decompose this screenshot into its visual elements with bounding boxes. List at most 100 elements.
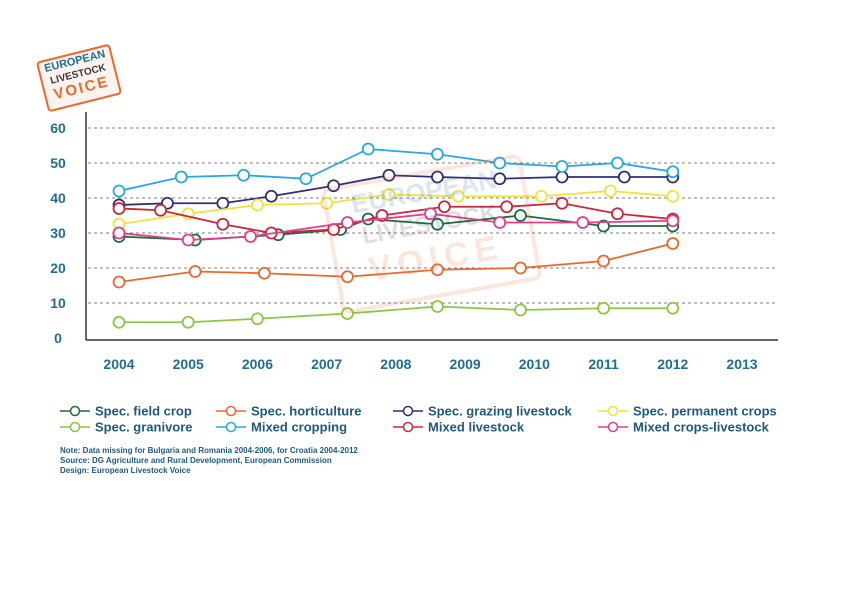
- data-point: [188, 265, 202, 278]
- data-point: [112, 226, 126, 240]
- data-point: [431, 217, 444, 231]
- legend-label: Mixed cropping: [251, 420, 347, 435]
- legend-marker: [69, 421, 81, 433]
- data-point: [382, 188, 396, 201]
- data-point: [112, 275, 126, 289]
- y-tick-label: 20: [50, 260, 66, 276]
- data-point: [112, 202, 126, 215]
- legend-label: Spec. permanent crops: [633, 404, 777, 419]
- legend-label: Spec. grazing livestock: [428, 404, 573, 419]
- legend-marker: [69, 405, 81, 417]
- data-point: [493, 216, 507, 229]
- x-tick-label: 2004: [103, 356, 134, 372]
- data-point: [514, 261, 527, 275]
- legend-marker: [402, 421, 414, 433]
- data-point: [112, 184, 126, 198]
- data-point: [361, 142, 375, 156]
- data-point: [666, 189, 680, 203]
- x-tick-label: 2008: [380, 356, 411, 372]
- data-point: [666, 301, 680, 315]
- data-point: [112, 315, 126, 329]
- data-point: [251, 198, 264, 212]
- data-point: [514, 303, 527, 317]
- series-line: [118, 212, 673, 241]
- data-point: [237, 168, 251, 182]
- legend-marker: [225, 421, 237, 433]
- data-point: [251, 312, 264, 326]
- x-tick-label: 2009: [450, 356, 481, 372]
- series-line: [119, 305, 673, 324]
- x-tick-label: 2011: [588, 356, 619, 372]
- y-tick-label: 50: [50, 155, 66, 171]
- data-point: [264, 189, 278, 203]
- x-tick-label: 2012: [657, 356, 688, 372]
- legend-label: Spec. field crop: [95, 404, 192, 419]
- data-point: [382, 168, 396, 182]
- legend-marker: [402, 405, 414, 417]
- data-point: [576, 216, 590, 229]
- note-text: Note: Data missing for Bulgaria and Roma…: [60, 446, 358, 455]
- data-point: [341, 270, 354, 284]
- data-point: [299, 172, 313, 186]
- data-point: [597, 254, 610, 268]
- y-tick-label: 0: [54, 330, 62, 346]
- data-point: [431, 147, 444, 161]
- legend-label: Mixed crops-livestock: [633, 420, 770, 435]
- data-point: [611, 207, 624, 221]
- data-point: [181, 233, 195, 247]
- data-point: [555, 196, 569, 210]
- legend-label: Spec. granivore: [95, 420, 193, 435]
- data-point: [534, 189, 548, 203]
- data-point: [493, 172, 507, 186]
- data-point: [597, 219, 610, 233]
- y-tick-label: 40: [50, 190, 66, 206]
- data-point: [431, 300, 444, 313]
- data-point: [597, 301, 610, 315]
- data-point: [437, 200, 451, 214]
- legend-marker: [607, 421, 619, 433]
- data-point: [257, 266, 271, 280]
- data-point: [617, 170, 631, 184]
- data-point: [555, 160, 569, 173]
- series-line: [118, 174, 673, 206]
- legend-label: Mixed livestock: [428, 420, 525, 435]
- data-point: [451, 189, 465, 203]
- x-tick-label: 2013: [726, 356, 757, 372]
- data-point: [500, 200, 514, 214]
- x-tick-label: 2007: [311, 356, 342, 372]
- design-text: Design: European Livestock Voice: [60, 466, 191, 475]
- y-tick-label: 10: [50, 295, 66, 311]
- data-point: [493, 156, 507, 170]
- data-point: [666, 214, 680, 228]
- x-tick-label: 2006: [242, 356, 273, 372]
- data-point: [327, 179, 340, 193]
- data-point: [514, 209, 527, 222]
- data-point: [216, 196, 230, 210]
- data-point: [341, 216, 354, 229]
- data-point: [604, 184, 617, 198]
- data-point: [244, 230, 257, 243]
- series-line: [118, 242, 673, 283]
- data-point: [555, 170, 569, 184]
- legend-marker: [607, 405, 619, 417]
- legend-marker: [225, 405, 237, 417]
- data-point: [181, 315, 195, 329]
- data-point: [154, 203, 167, 217]
- x-tick-label: 2010: [519, 356, 550, 372]
- series-line: [118, 148, 673, 192]
- data-point: [666, 165, 680, 179]
- data-point: [174, 170, 188, 184]
- data-point: [666, 237, 680, 250]
- data-point: [320, 196, 334, 210]
- data-point: [431, 263, 444, 277]
- legend-label: Spec. horticulture: [251, 404, 362, 419]
- source-text: Source: DG Agriculture and Rural Develop…: [60, 456, 332, 465]
- data-point: [431, 170, 444, 184]
- y-tick-label: 30: [50, 225, 66, 241]
- data-point: [424, 207, 437, 221]
- data-point: [341, 307, 354, 320]
- data-point: [216, 217, 230, 231]
- x-tick-label: 2005: [173, 356, 204, 372]
- y-tick-label: 60: [50, 120, 66, 136]
